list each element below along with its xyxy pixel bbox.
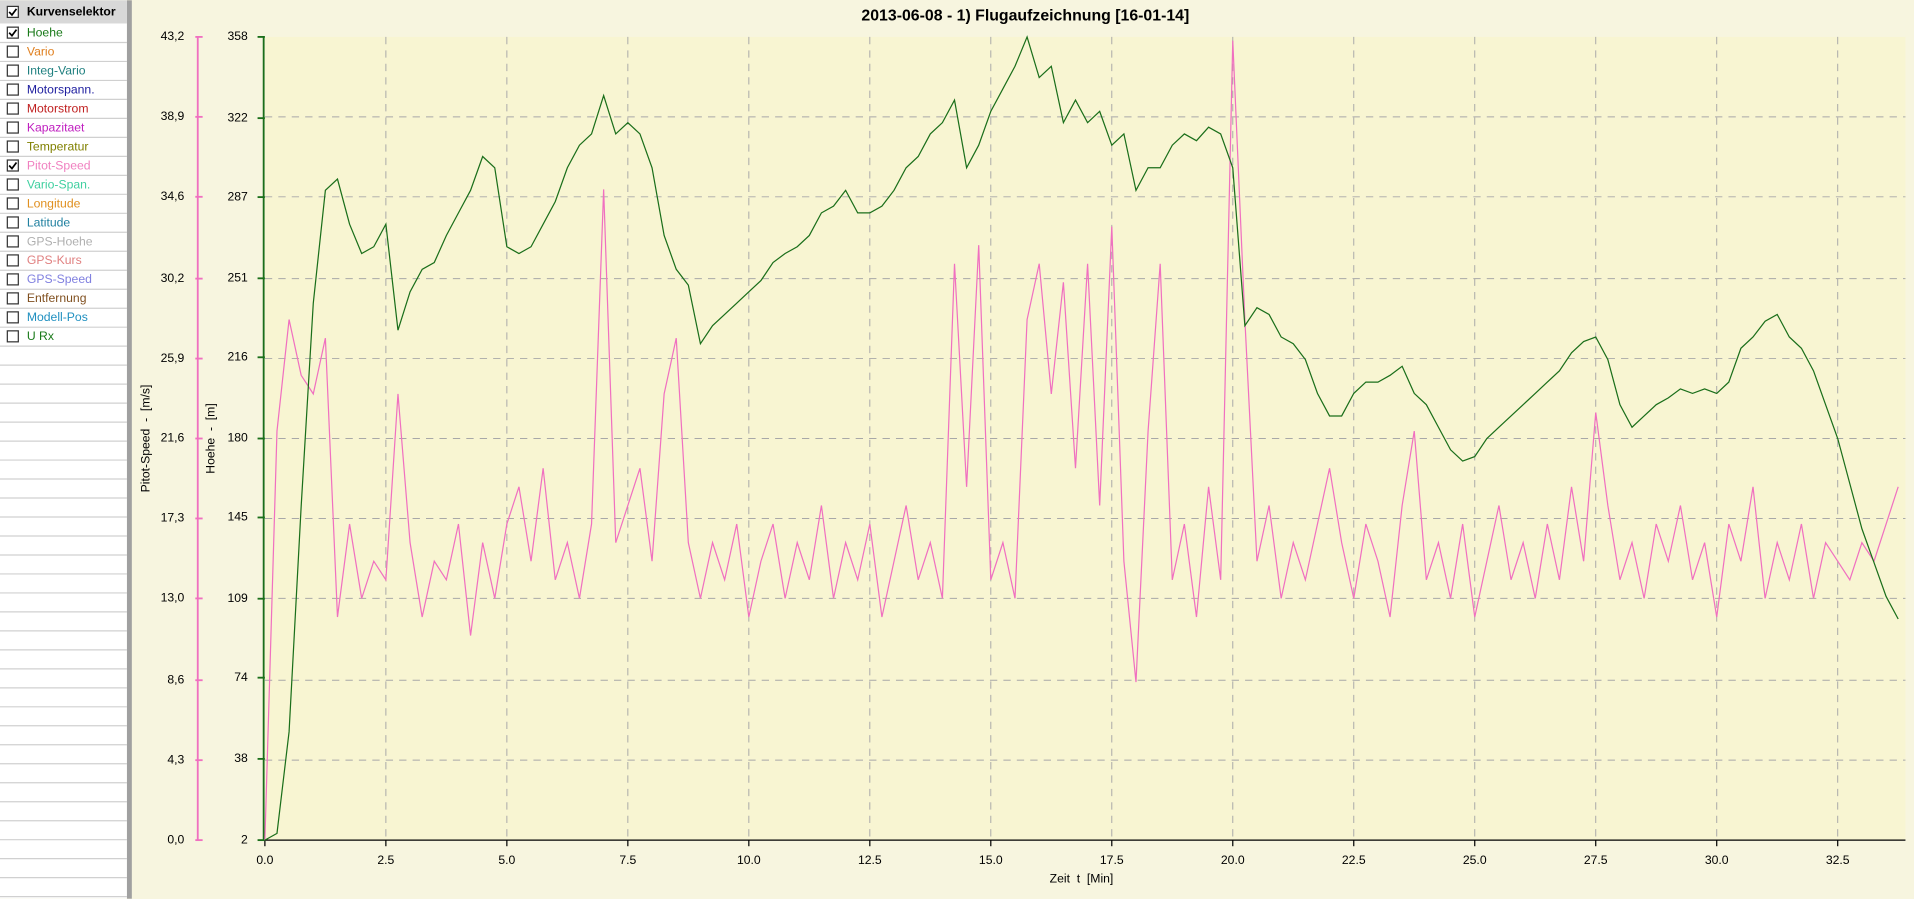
- y2-tick-label: 251: [227, 271, 248, 285]
- item-label[interactable]: Vario: [27, 44, 55, 58]
- item-label[interactable]: GPS-Speed: [27, 272, 92, 286]
- x-tick-label: 25.0: [1463, 853, 1487, 867]
- item-label[interactable]: Longitude: [27, 196, 81, 210]
- y-tick-label: 25,9: [161, 351, 185, 365]
- item-checkbox[interactable]: [6, 26, 19, 39]
- y-tick-label: 13,0: [161, 591, 185, 605]
- y2-tick-label: 358: [227, 29, 248, 43]
- series-line: [264, 35, 1899, 841]
- item-checkbox[interactable]: [6, 330, 19, 343]
- y2-tick-label: 322: [227, 110, 248, 124]
- x-tick-label: 20.0: [1221, 853, 1245, 867]
- item-checkbox[interactable]: [6, 140, 19, 153]
- item-checkbox[interactable]: [6, 83, 19, 96]
- y2-tick-label: 38: [234, 751, 248, 765]
- item-checkbox[interactable]: [6, 159, 19, 172]
- y-tick-label: 30,2: [161, 271, 185, 285]
- y-tick-label: 4,3: [167, 752, 184, 766]
- item-label[interactable]: Latitude: [27, 215, 71, 229]
- y-tick-label: 38,9: [161, 109, 185, 123]
- x-tick-label: 32.5: [1826, 853, 1850, 867]
- check-mark: [8, 29, 18, 38]
- chart-title: 2013-06-08 - 1) Flugaufzeichnung [16-01-…: [861, 7, 1189, 24]
- selector-panel: [0, 0, 127, 899]
- selector-header: [0, 0, 127, 24]
- x-tick-label: 5.0: [498, 853, 515, 867]
- check-mark: [8, 161, 18, 170]
- check-mark: [8, 8, 18, 17]
- item-checkbox[interactable]: [6, 197, 19, 210]
- y2-tick-label: 180: [227, 431, 248, 445]
- item-checkbox[interactable]: [6, 235, 19, 248]
- item-label[interactable]: Motorstrom: [27, 101, 89, 115]
- y2-tick-label: 2: [241, 832, 248, 846]
- item-label[interactable]: Entfernung: [27, 291, 87, 305]
- item-checkbox[interactable]: [6, 216, 19, 229]
- item-checkbox[interactable]: [6, 121, 19, 134]
- x-tick-label: 2.5: [377, 853, 394, 867]
- item-checkbox[interactable]: [6, 64, 19, 77]
- panel-border: [126, 0, 132, 899]
- item-label[interactable]: Kapazitaet: [27, 120, 85, 134]
- selector-title: Kurvenselektor: [27, 5, 116, 19]
- item-label[interactable]: Hoehe: [27, 25, 63, 39]
- item-label[interactable]: Temperatur: [27, 139, 89, 153]
- x-tick-label: 7.5: [619, 853, 636, 867]
- y-axis-label: Pitot-Speed - [m/s]: [139, 385, 153, 493]
- y2-tick-label: 216: [227, 350, 248, 364]
- y-tick-label: 8,6: [167, 672, 184, 686]
- item-label[interactable]: GPS-Kurs: [27, 253, 82, 267]
- series-line: [264, 40, 1899, 841]
- item-checkbox[interactable]: [6, 292, 19, 305]
- item-label[interactable]: Motorspann.: [27, 82, 95, 96]
- y-tick-label: 21,6: [161, 431, 185, 445]
- item-label[interactable]: Pitot-Speed: [27, 158, 91, 172]
- item-label[interactable]: Vario-Span.: [27, 177, 90, 191]
- y2-tick-label: 287: [227, 189, 248, 203]
- x-tick-label: 27.5: [1584, 853, 1608, 867]
- grid: [264, 36, 1906, 841]
- y-tick-label: 34,6: [161, 189, 185, 203]
- item-label[interactable]: GPS-Hoehe: [27, 234, 93, 248]
- y-tick-label: 17,3: [161, 511, 185, 525]
- item-checkbox[interactable]: [6, 102, 19, 115]
- x-tick-label: 22.5: [1342, 853, 1366, 867]
- y2-tick-label: 145: [227, 510, 248, 524]
- item-label[interactable]: U Rx: [27, 329, 54, 343]
- item-checkbox[interactable]: [6, 254, 19, 267]
- y-tick-label: 43,2: [161, 29, 185, 43]
- x-tick-label: 0.0: [256, 853, 273, 867]
- x-axis-label: Zeit t [Min]: [1050, 871, 1114, 885]
- header-checkbox[interactable]: [6, 5, 19, 18]
- y2-axis-label: Hoehe - [m]: [203, 403, 217, 473]
- x-tick-label: 15.0: [979, 853, 1003, 867]
- y2-tick-label: 109: [227, 591, 248, 605]
- x-tick-label: 30.0: [1705, 853, 1729, 867]
- y-tick-label: 0,0: [167, 832, 184, 846]
- item-label[interactable]: Integ-Vario: [27, 63, 86, 77]
- item-label[interactable]: Modell-Pos: [27, 310, 88, 324]
- item-checkbox[interactable]: [6, 178, 19, 191]
- item-checkbox[interactable]: [6, 273, 19, 286]
- x-tick-label: 10.0: [737, 853, 761, 867]
- item-checkbox[interactable]: [6, 45, 19, 58]
- item-checkbox[interactable]: [6, 311, 19, 324]
- x-tick-label: 12.5: [858, 853, 882, 867]
- x-tick-label: 17.5: [1100, 853, 1124, 867]
- y2-tick-label: 74: [234, 670, 248, 684]
